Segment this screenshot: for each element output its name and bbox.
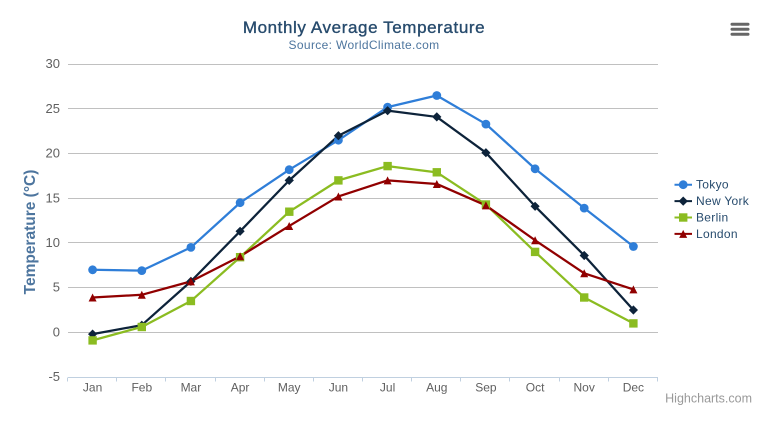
svg-text:10: 10 (46, 235, 60, 250)
svg-text:25: 25 (46, 101, 60, 116)
svg-text:Aug: Aug (426, 381, 447, 395)
svg-text:Source: WorldClimate.com: Source: WorldClimate.com (289, 38, 440, 52)
svg-text:30: 30 (46, 56, 60, 71)
svg-text:Oct: Oct (526, 381, 545, 395)
svg-text:5: 5 (53, 280, 60, 295)
svg-text:Jun: Jun (329, 381, 348, 395)
svg-text:Highcharts.com: Highcharts.com (665, 392, 752, 406)
svg-text:London: London (696, 227, 738, 241)
svg-text:Feb: Feb (131, 381, 152, 395)
svg-text:Nov: Nov (574, 381, 595, 395)
svg-text:May: May (278, 381, 301, 395)
svg-text:Monthly Average Temperature: Monthly Average Temperature (243, 18, 485, 37)
svg-text:Apr: Apr (231, 381, 250, 395)
svg-text:Dec: Dec (623, 381, 644, 395)
svg-text:20: 20 (46, 146, 60, 161)
svg-text:Sep: Sep (475, 381, 497, 395)
svg-text:New York: New York (696, 194, 750, 208)
svg-text:-5: -5 (48, 369, 60, 384)
svg-text:0: 0 (53, 324, 60, 339)
svg-text:Berlin: Berlin (696, 211, 728, 225)
svg-text:Tokyo: Tokyo (696, 178, 729, 192)
svg-text:Jan: Jan (83, 381, 102, 395)
svg-text:15: 15 (46, 190, 60, 205)
svg-text:Temperature (°C): Temperature (°C) (22, 170, 39, 295)
svg-text:Mar: Mar (181, 381, 202, 395)
svg-text:Jul: Jul (380, 381, 395, 395)
